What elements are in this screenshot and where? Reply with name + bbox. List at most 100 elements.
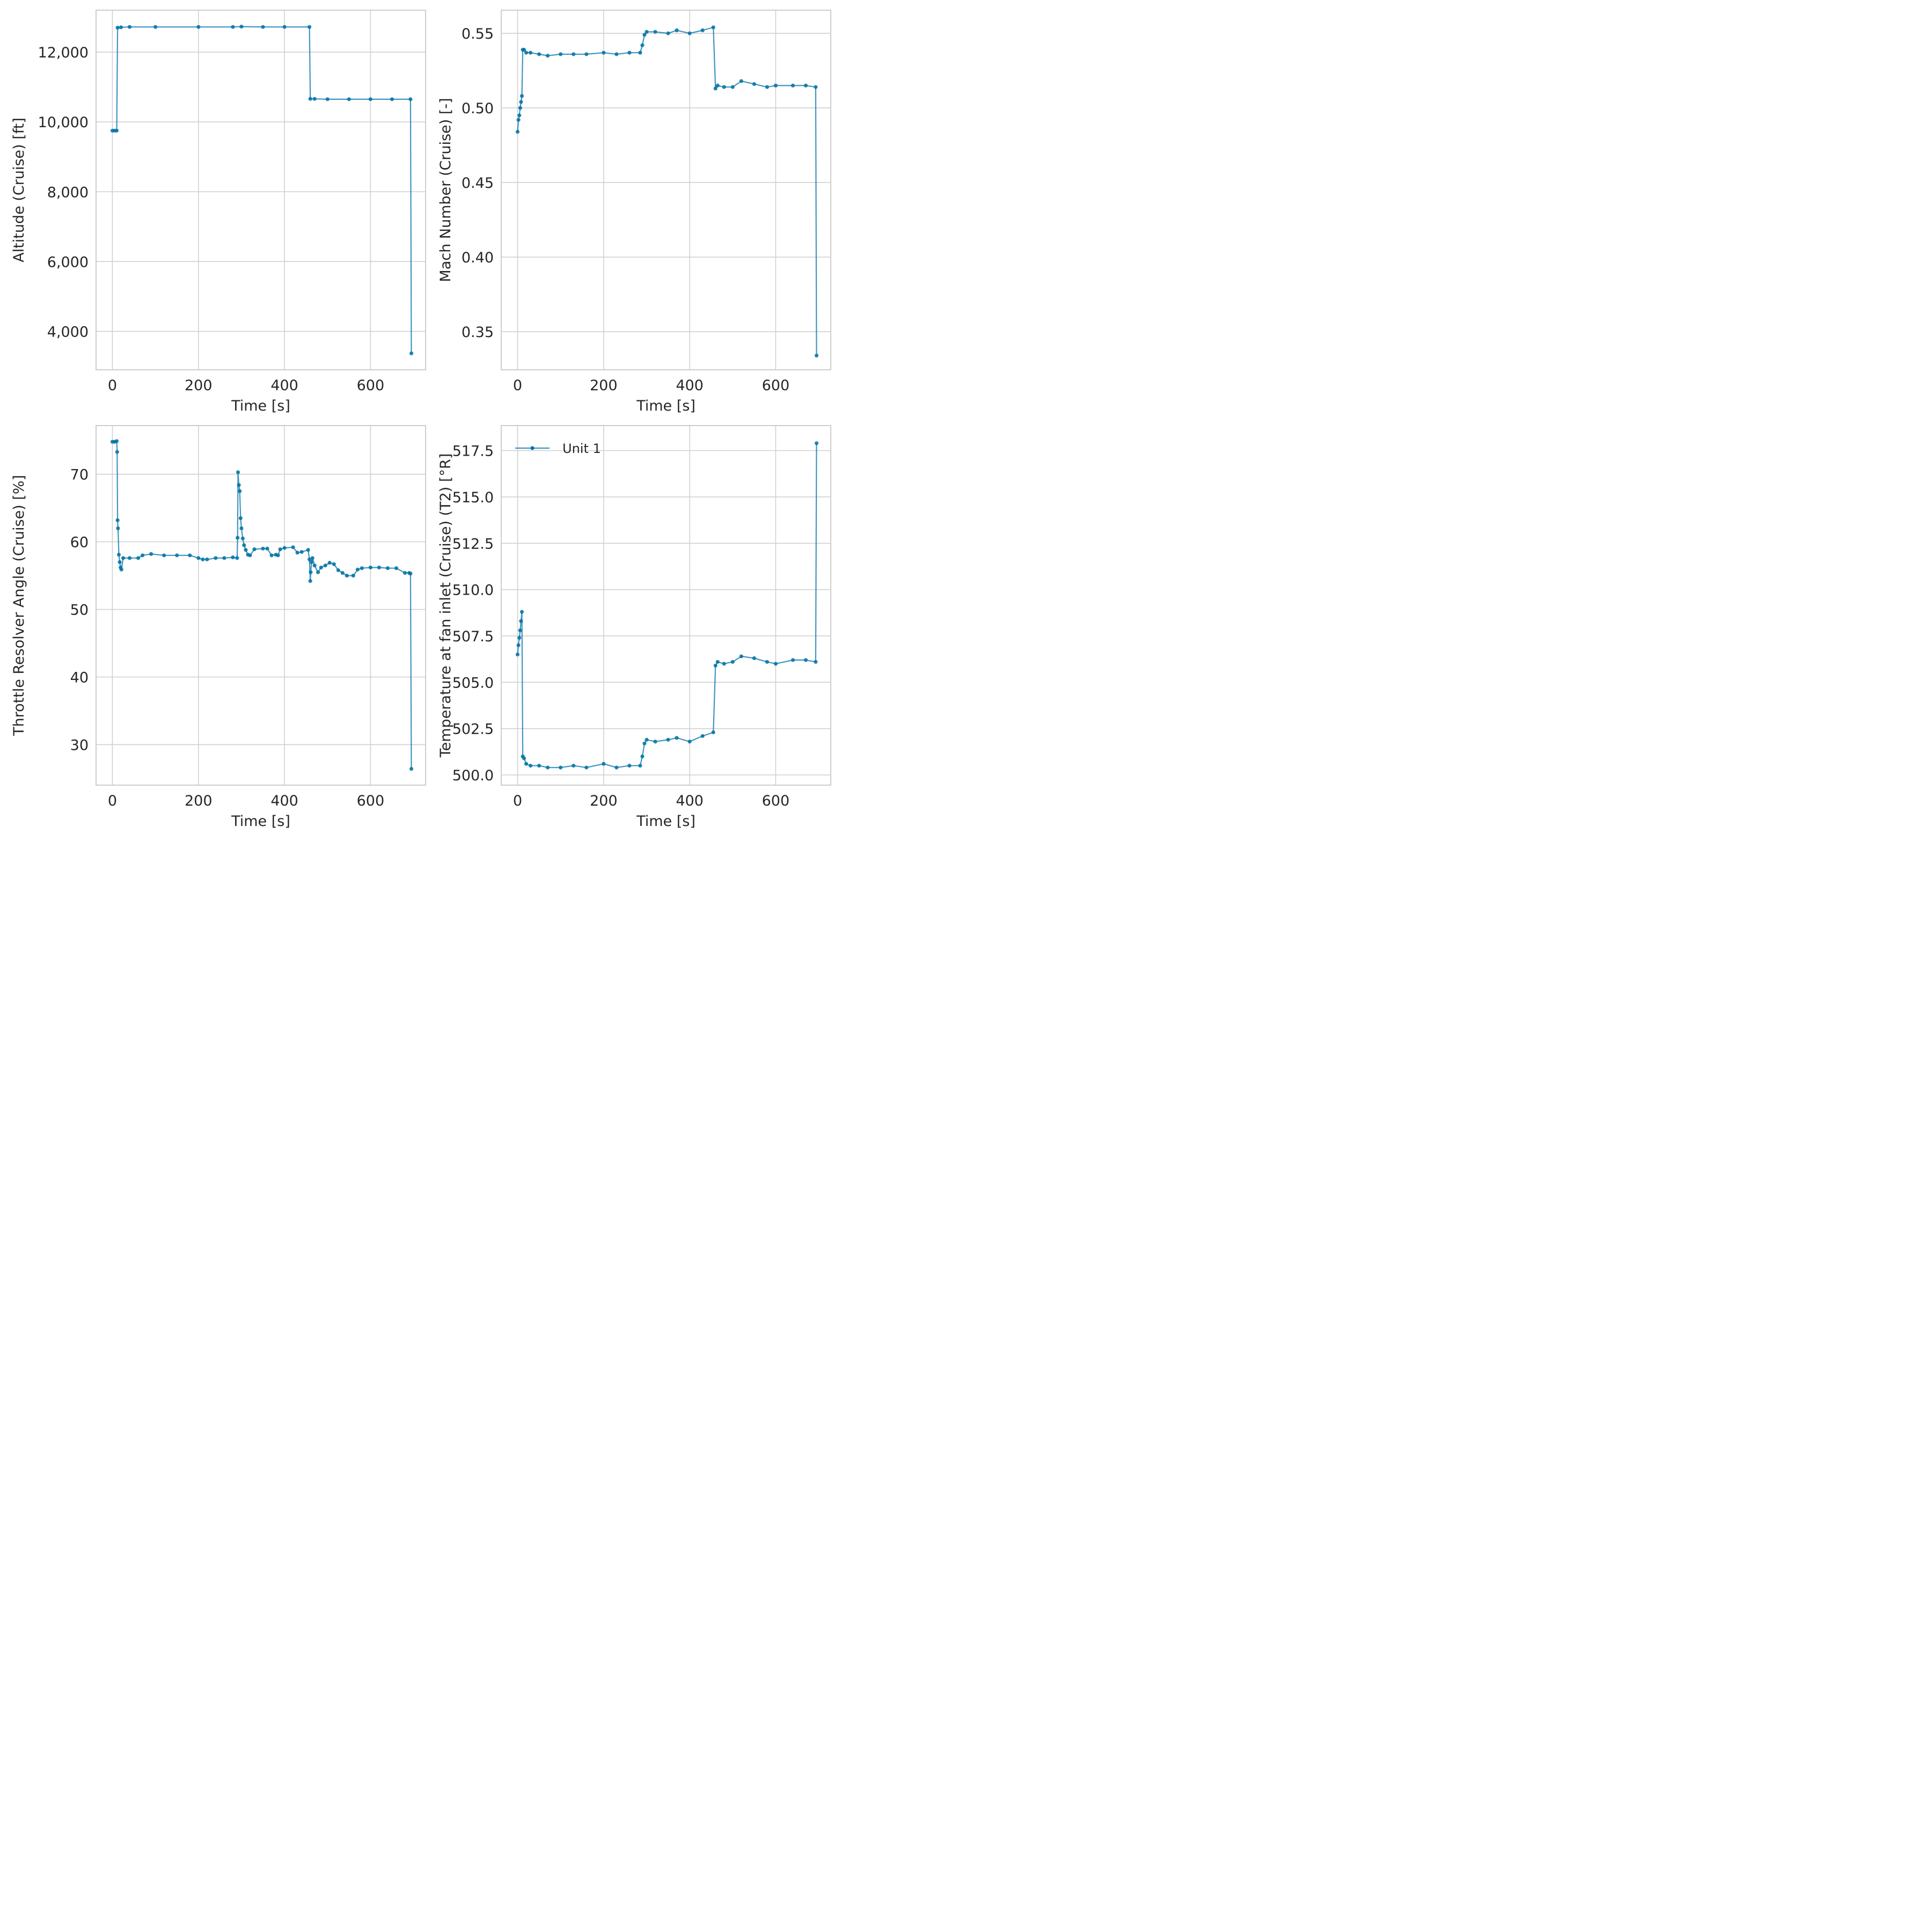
data-point: [765, 660, 769, 664]
x-tick-label: 400: [676, 377, 704, 394]
y-tick-label: 10,000: [38, 114, 89, 131]
data-point: [394, 566, 399, 570]
y-tick-label: 505.0: [452, 675, 494, 691]
data-point: [196, 556, 201, 560]
data-point: [518, 106, 522, 110]
data-point: [711, 25, 715, 30]
y-tick-label: 0.40: [462, 250, 494, 266]
data-point: [278, 547, 282, 552]
series-line: [112, 440, 412, 769]
y-tick-label: 40: [70, 669, 89, 686]
data-point: [519, 100, 523, 104]
data-point: [355, 567, 360, 572]
data-point: [739, 79, 743, 83]
legend-label: Unit 1: [562, 441, 601, 456]
data-point: [602, 50, 606, 55]
data-point: [222, 556, 226, 560]
data-point: [638, 764, 642, 768]
axes-frame: [96, 10, 426, 370]
x-axis-label: Time [s]: [636, 398, 696, 414]
series-line: [517, 443, 817, 769]
data-point: [307, 557, 312, 561]
x-axis-label: Time [s]: [636, 813, 696, 830]
data-point: [713, 86, 718, 91]
y-axis-label: Temperature at fan inlet (Cruise) (T2) […: [437, 453, 454, 758]
y-axis-label: Mach Number (Cruise) [-]: [437, 98, 454, 282]
data-point: [545, 765, 550, 770]
data-point: [306, 548, 310, 552]
x-tick-label: 600: [762, 793, 790, 809]
data-point: [390, 97, 394, 101]
data-point: [517, 635, 522, 640]
data-point: [803, 83, 808, 87]
data-point: [323, 564, 327, 568]
data-point: [239, 24, 244, 29]
data-point: [299, 550, 304, 554]
data-point: [516, 118, 521, 122]
y-tick-label: 50: [70, 602, 89, 619]
data-point: [522, 48, 526, 52]
data-point: [149, 552, 153, 556]
data-point: [537, 764, 541, 768]
y-tick-label: 30: [70, 737, 89, 753]
data-point: [773, 83, 778, 87]
series-line: [517, 26, 817, 356]
data-point: [814, 85, 818, 89]
data-point: [408, 97, 413, 101]
data-point: [119, 567, 123, 572]
data-point: [752, 656, 756, 661]
data-point: [519, 94, 524, 98]
data-point: [700, 28, 705, 33]
data-point: [116, 526, 120, 531]
data-point: [153, 25, 158, 29]
data-point: [515, 652, 520, 657]
data-point: [312, 97, 317, 101]
data-point: [519, 619, 523, 623]
x-tick-label: 200: [185, 377, 213, 394]
data-point: [653, 740, 657, 744]
data-point: [752, 82, 756, 86]
fan-inlet-temperature-panel: 0 200 400 600 500.0 502.5 505.0 507.5 510.0 512.5…: [437, 425, 831, 830]
data-point: [518, 628, 522, 633]
x-tick-label: 600: [357, 793, 385, 809]
data-point: [325, 97, 330, 101]
x-tick-label: 400: [676, 793, 704, 809]
y-tick-label: 502.5: [452, 721, 494, 738]
data-point: [121, 556, 126, 560]
data-point: [517, 113, 522, 118]
data-point: [408, 572, 413, 576]
data-point: [666, 31, 670, 35]
y-tick-label: 515.0: [452, 489, 494, 506]
data-point: [675, 736, 679, 740]
y-tick-label: 512.5: [452, 536, 494, 552]
y-tick-label: 8,000: [47, 184, 89, 201]
x-tick-label: 0: [108, 793, 117, 809]
data-point: [368, 97, 372, 101]
data-point: [308, 97, 312, 101]
data-point: [614, 52, 619, 56]
data-point: [627, 764, 632, 768]
data-point: [236, 536, 240, 540]
data-point: [114, 128, 119, 133]
legend-marker: [530, 446, 535, 450]
data-point: [116, 552, 121, 557]
data-point: [653, 30, 657, 34]
data-point: [235, 556, 239, 560]
y-axis-label: Throttle Resolver Angle (Cruise) [%]: [11, 475, 27, 736]
data-point: [791, 83, 795, 87]
y-tick-label: 510.0: [452, 582, 494, 599]
data-point: [814, 660, 818, 664]
data-point: [715, 83, 720, 87]
data-point: [711, 730, 715, 735]
y-tick-label: 517.5: [452, 443, 494, 460]
x-tick-label: 0: [108, 377, 117, 394]
data-point: [269, 553, 274, 558]
y-tick-label: 70: [70, 467, 89, 484]
data-point: [537, 52, 541, 56]
data-point: [239, 526, 244, 531]
data-point: [119, 25, 123, 30]
data-point: [402, 570, 407, 575]
data-point: [814, 353, 819, 358]
data-point: [791, 658, 795, 662]
data-point: [522, 756, 526, 760]
